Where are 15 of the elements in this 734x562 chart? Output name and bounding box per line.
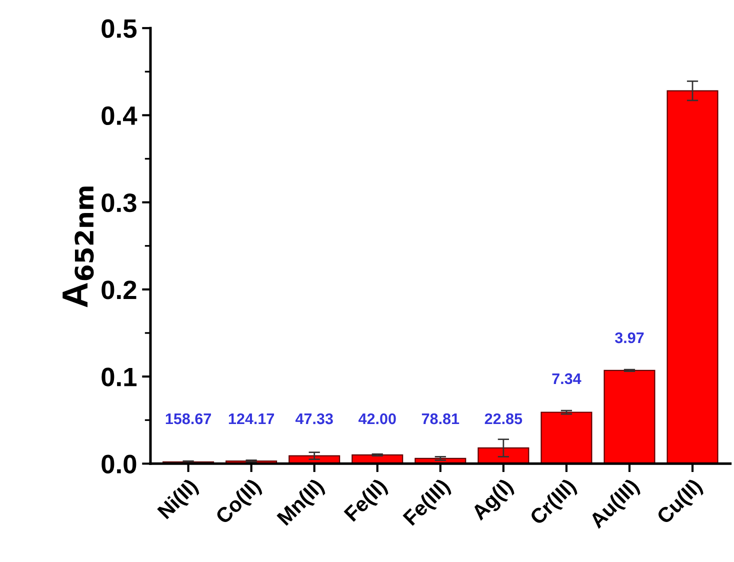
- annotation: 124.17: [228, 413, 274, 424]
- annotation: 47.33: [295, 413, 333, 424]
- annotation: 42.00: [358, 413, 396, 424]
- y-axis-title: A$_{652nm}$: [62, 186, 94, 308]
- y-tick-label: 0.3: [102, 193, 136, 212]
- y-tick-label: 0.5: [102, 19, 137, 38]
- annotation: 22.85: [484, 413, 522, 424]
- annotation: 7.34: [552, 373, 582, 384]
- y-tick-label: 0.2: [102, 280, 136, 300]
- annotation: 158.67: [166, 413, 211, 424]
- y-tick-label: 0.0: [102, 454, 136, 474]
- y-tick-label: 0.4: [102, 106, 138, 126]
- annotation: 3.97: [614, 332, 644, 344]
- y-tick-label: 0.1: [102, 368, 137, 386]
- annotation: 78.81: [422, 413, 460, 424]
